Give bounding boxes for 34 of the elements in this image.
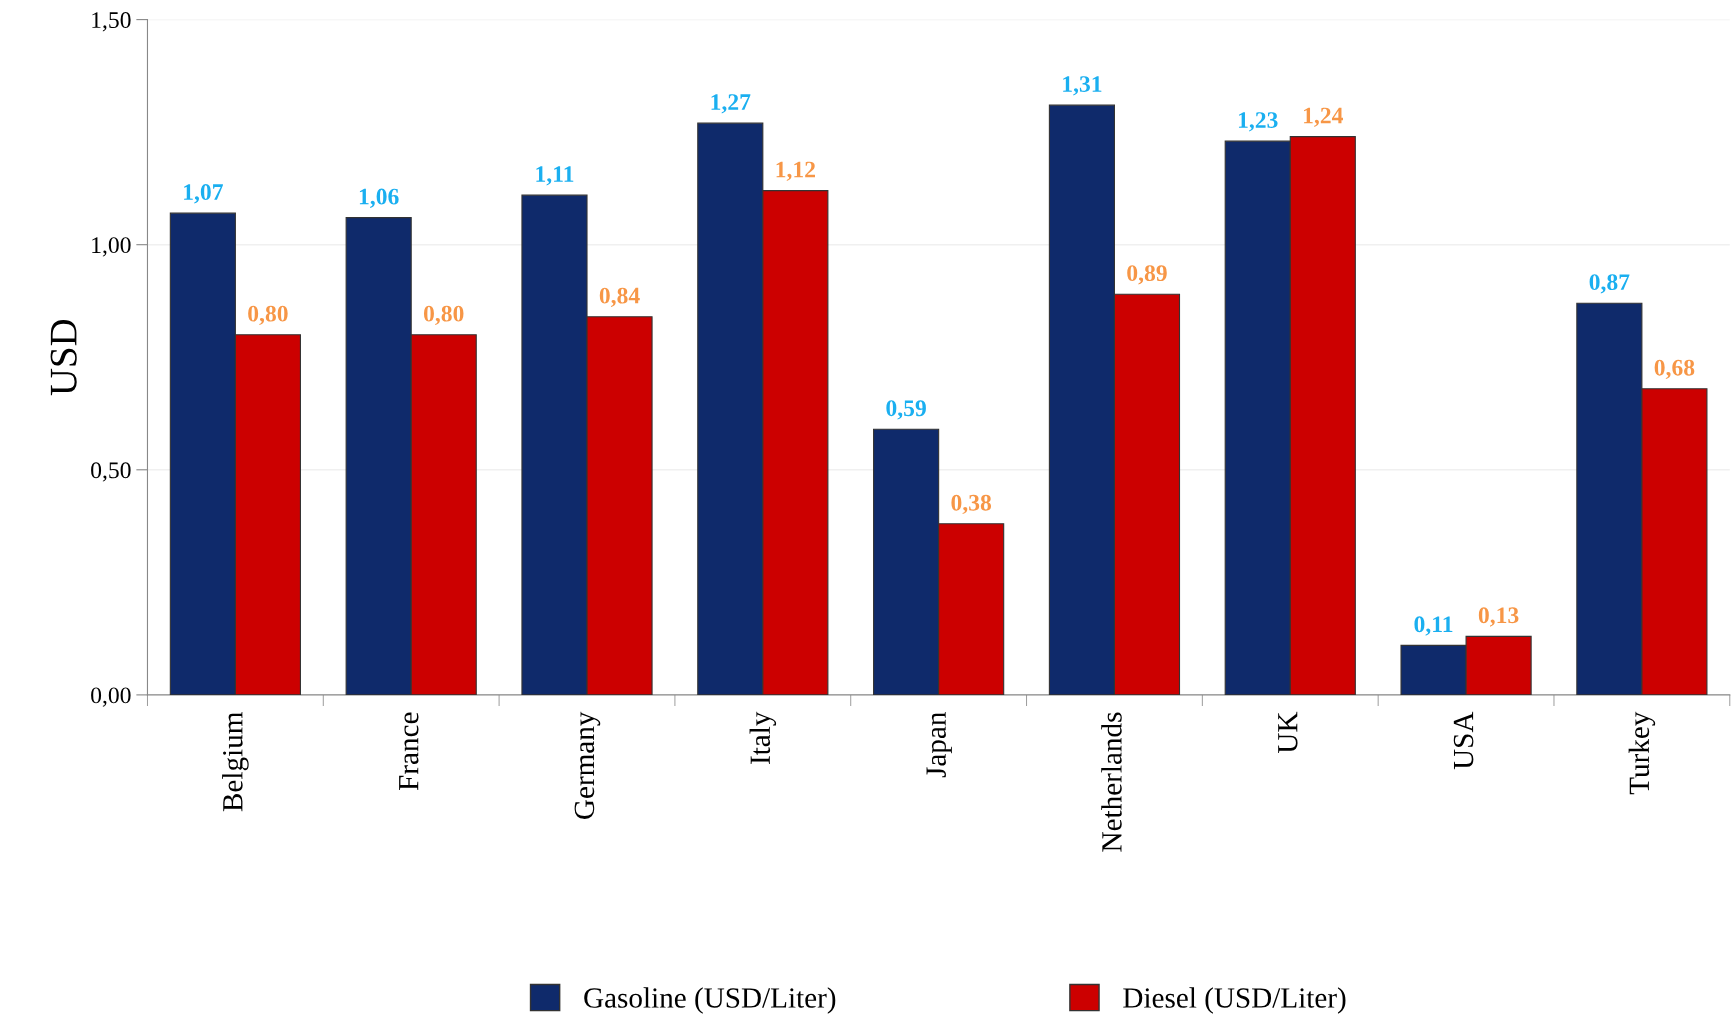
data-label: 0,80 [423, 305, 464, 326]
x-tick-label: Belgium [222, 712, 249, 812]
x-tick-label: USA [1453, 711, 1474, 770]
data-label: 0,11 [1414, 616, 1453, 636]
data-label: 0,59 [886, 400, 926, 420]
y-tick-label: 1,00 [92, 237, 131, 257]
data-label: 0,68 [1654, 359, 1695, 380]
data-label: 0,87 [1589, 274, 1630, 294]
data-label: 0,89 [1127, 265, 1167, 285]
data-label: 1,23 [1238, 112, 1278, 132]
legend-label: Diesel (USD/Liter) [1123, 987, 1346, 1014]
x-tick-label: Japan [926, 712, 952, 778]
y-tick-label: 0,50 [91, 462, 131, 482]
x-tick-label: France [399, 712, 419, 791]
data-label: 1,24 [1304, 107, 1344, 127]
data-label: 1,27 [711, 94, 751, 114]
data-label: 0,13 [1478, 607, 1519, 627]
legend-label: Gasoline (USD/Liter) [584, 987, 836, 1014]
x-tick-label: Germany [574, 711, 601, 819]
x-tick-label: UK [1278, 711, 1298, 754]
data-label: 0,38 [951, 494, 992, 515]
data-label: 1,06 [359, 188, 399, 208]
data-label: 1,31 [1063, 76, 1102, 96]
data-label: 1,07 [184, 184, 223, 204]
data-label: 1,12 [776, 161, 815, 181]
x-tick-label: Turkey [1628, 711, 1656, 795]
data-label: 0,80 [248, 305, 288, 326]
x-tick-label: Italy [749, 711, 777, 764]
y-axis-title: USD [50, 319, 77, 396]
data-label: 1,11 [536, 166, 574, 186]
x-tick-label: Netherlands [1101, 712, 1122, 852]
y-tick-label: 0,00 [91, 687, 131, 707]
data-label: 0,84 [599, 287, 640, 308]
y-tick-label: 1,50 [92, 12, 131, 32]
